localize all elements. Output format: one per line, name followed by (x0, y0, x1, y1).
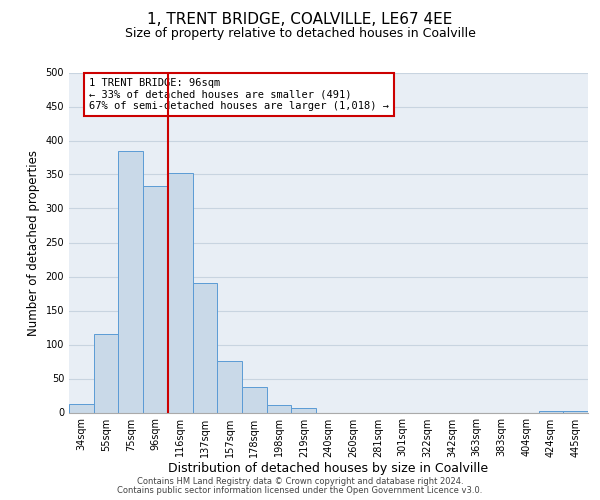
Bar (217, 361, 242, 412)
X-axis label: Distribution of detached houses by size in Coalville: Distribution of detached houses by size … (169, 462, 488, 475)
Bar (143, 186, 168, 412)
Bar (267, 405, 292, 412)
Bar (168, 173, 193, 412)
Bar (118, 150, 143, 412)
Bar (242, 386, 267, 412)
Bar (69, 404, 94, 412)
Text: 1, TRENT BRIDGE, COALVILLE, LE67 4EE: 1, TRENT BRIDGE, COALVILLE, LE67 4EE (148, 12, 452, 28)
Bar (292, 408, 316, 412)
Bar (193, 284, 217, 412)
Text: Size of property relative to detached houses in Coalville: Size of property relative to detached ho… (125, 28, 475, 40)
Bar (563, 411, 588, 412)
Y-axis label: Number of detached properties: Number of detached properties (27, 150, 40, 336)
Text: 1 TRENT BRIDGE: 96sqm
← 33% of detached houses are smaller (491)
67% of semi-det: 1 TRENT BRIDGE: 96sqm ← 33% of detached … (89, 78, 389, 111)
Text: Contains public sector information licensed under the Open Government Licence v3: Contains public sector information licen… (118, 486, 482, 495)
Bar (94, 334, 118, 412)
Text: Contains HM Land Registry data © Crown copyright and database right 2024.: Contains HM Land Registry data © Crown c… (137, 477, 463, 486)
Bar (539, 411, 563, 412)
